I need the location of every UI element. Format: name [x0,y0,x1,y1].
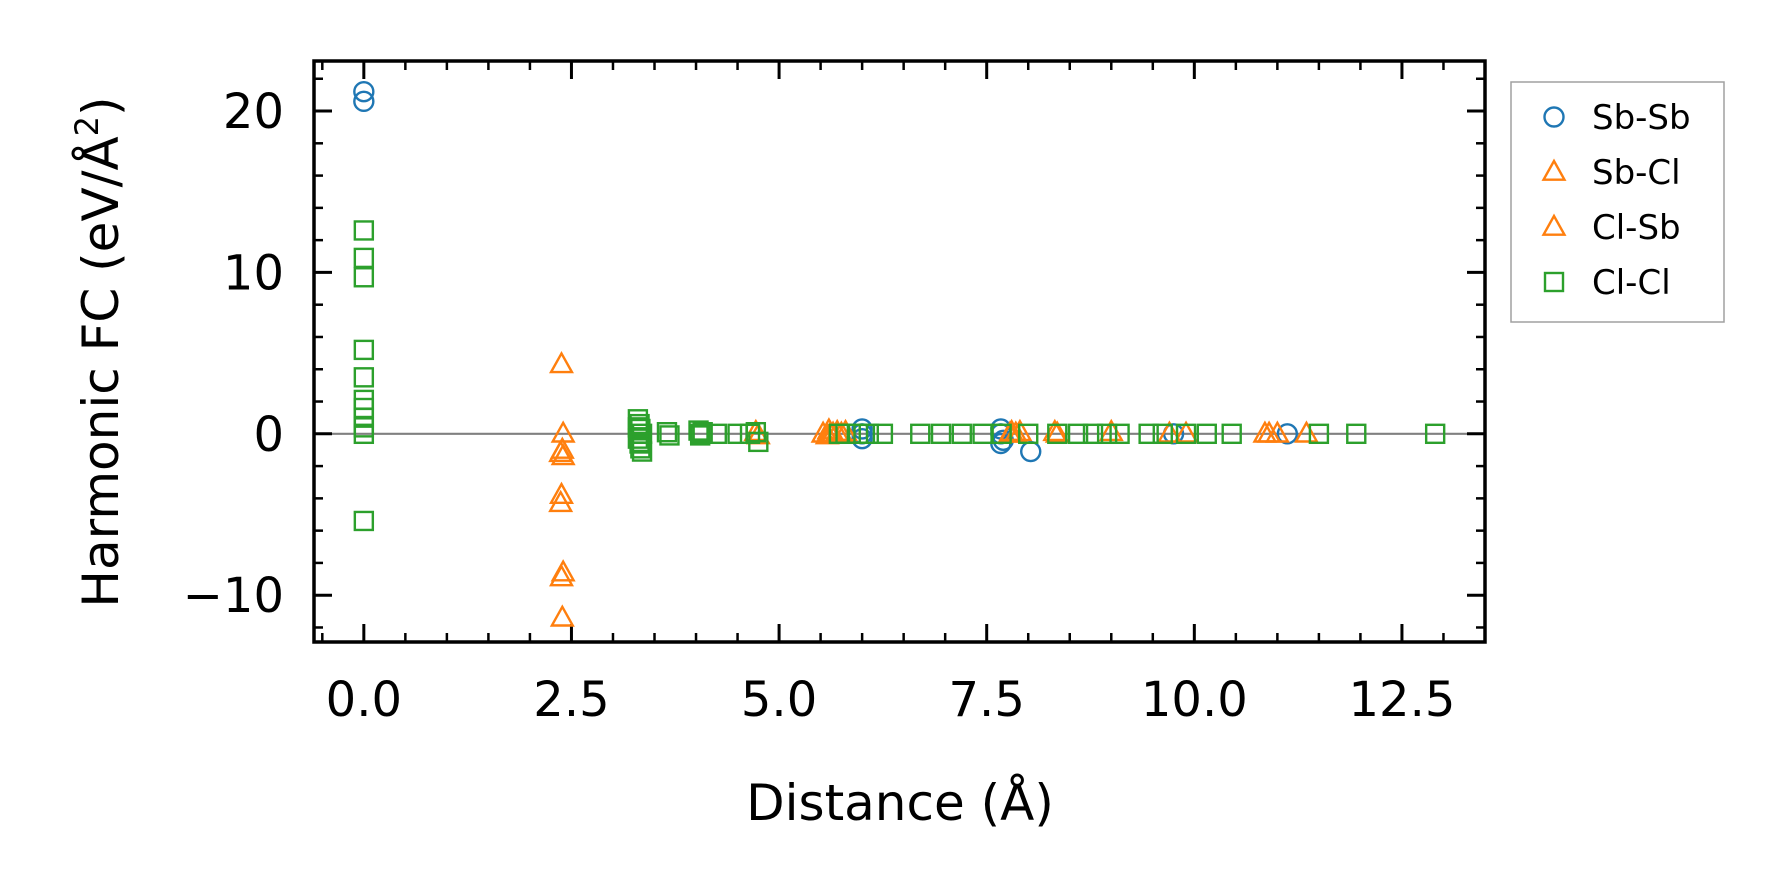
legend-label: Cl-Sb [1592,208,1681,248]
series-sb-cl [548,350,1319,627]
data-point [1264,420,1290,443]
data-point [835,423,856,445]
y-axis-label: Harmonic FC (eV/Å2) [68,96,130,607]
data-point [1067,423,1089,445]
data-point [706,423,727,445]
data-point [548,489,574,513]
y-axis-label-close: ) [72,96,130,116]
data-point [1018,423,1039,445]
data-point [1152,423,1173,445]
data-point [549,436,575,459]
data-point [1424,423,1446,445]
x-axis-label: Distance (Å) [746,774,1054,832]
legend-label: Sb-Cl [1592,153,1681,193]
legend-marker [1543,106,1565,128]
data-point [353,423,375,445]
data-point [1196,423,1217,445]
data-point [1082,423,1104,445]
y-tick-label: 0 [253,407,284,463]
data-point [1293,420,1319,443]
data-point [549,604,575,627]
legend-item: Sb-Sb [1543,98,1691,138]
series-cl-cl [353,220,1446,532]
data-point [353,220,375,241]
data-point [858,423,879,445]
data-point [1044,420,1070,443]
data-point [991,423,1012,445]
legend-items: Sb-Sb Sb-Cl Cl-Sb Cl-Cl [1541,98,1691,303]
data-point [353,267,375,288]
data-point [910,423,931,445]
y-tick-label: 10 [223,245,284,301]
data-point [814,421,840,445]
y-axis-label-superscript: 2 [68,116,106,136]
x-tick-label: 10.0 [1141,672,1248,728]
legend-marker [1541,158,1567,181]
data-point [353,247,375,269]
x-tick-label: 7.5 [949,672,1025,728]
x-tick-label: 2.5 [533,672,609,728]
legend-item: Cl-Sb [1541,208,1681,248]
data-point [1096,423,1118,445]
data-point [659,425,680,446]
ticks-layer [314,61,1487,642]
series-sb-sb [353,80,1299,463]
data-point [930,423,952,445]
legend-item: Cl-Cl [1543,263,1671,303]
data-point [627,417,649,438]
y-tick-label: −10 [183,568,284,624]
data-points [353,80,1446,627]
data-point [1221,423,1242,445]
plot-frame [312,59,1487,644]
data-point [1042,418,1068,442]
data-point [1175,423,1197,445]
data-point [630,431,651,453]
data-point [692,421,713,443]
y-tick-label: 20 [223,84,284,140]
legend-label: Cl-Cl [1592,263,1671,303]
data-point [353,367,375,388]
data-point [548,563,574,587]
x-tick-label: 0.0 [326,672,402,728]
data-point [689,423,711,445]
x-tick-label: 5.0 [741,672,817,728]
data-point [550,442,576,466]
data-point [353,80,375,103]
data-point [1020,440,1042,463]
data-point [951,423,972,445]
data-point [1047,423,1068,445]
data-point [1156,420,1182,443]
data-point [847,423,869,445]
x-tick-label: 12.5 [1349,672,1456,728]
legend-item: Sb-Cl [1541,153,1681,193]
data-point [1138,423,1159,445]
data-point [1109,423,1130,445]
data-point [872,423,894,445]
data-point [1173,420,1199,443]
data-point [1346,423,1367,445]
data-point [1276,423,1299,445]
data-point [353,510,375,532]
data-point [851,427,873,450]
legend-marker [1541,213,1567,236]
data-point [353,90,375,113]
data-point [748,431,769,453]
data-point [656,421,678,443]
legend: Sb-Sb Sb-Cl Cl-Sb Cl-Cl [1510,81,1725,323]
tick-labels: 0.0 2.5 5.0 7.5 10.0 12.5 −10 0 10 20 [183,84,1456,728]
y-axis-label-main: Harmonic FC (eV/Å [72,136,130,607]
data-point [548,350,574,374]
data-point [548,481,574,505]
data-point [1308,423,1330,445]
legend-marker [1543,271,1565,293]
legend-label: Sb-Sb [1592,98,1691,138]
data-point [353,339,375,361]
